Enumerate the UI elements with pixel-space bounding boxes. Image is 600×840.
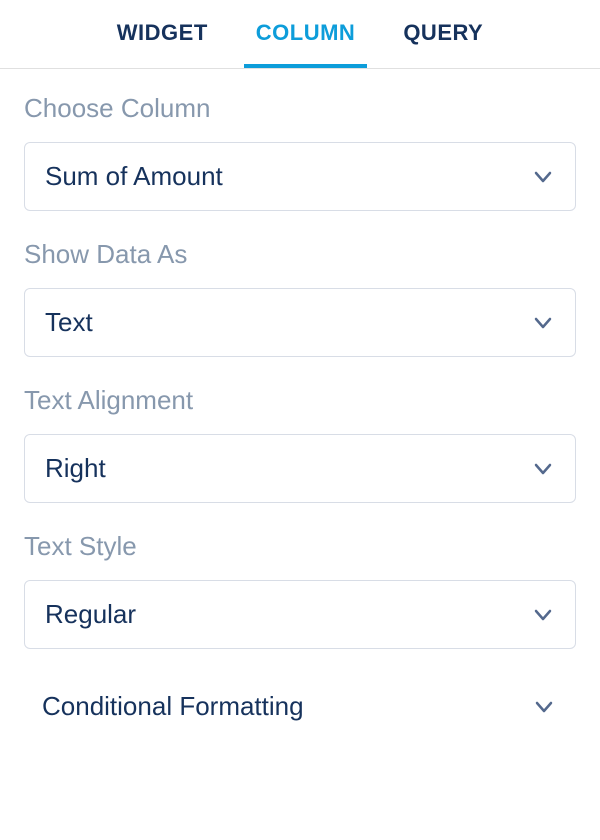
chevron-down-icon xyxy=(531,457,555,481)
field-text-style: Text Style Regular xyxy=(24,531,576,649)
chevron-down-icon xyxy=(531,603,555,627)
text-alignment-label: Text Alignment xyxy=(24,385,576,416)
field-choose-column: Choose Column Sum of Amount xyxy=(24,93,576,211)
tab-widget[interactable]: WIDGET xyxy=(117,20,208,68)
text-style-value: Regular xyxy=(45,599,136,630)
chevron-down-icon xyxy=(531,311,555,335)
choose-column-label: Choose Column xyxy=(24,93,576,124)
chevron-down-icon xyxy=(532,695,556,719)
conditional-formatting-row[interactable]: Conditional Formatting xyxy=(24,677,576,736)
show-data-as-value: Text xyxy=(45,307,93,338)
show-data-as-label: Show Data As xyxy=(24,239,576,270)
text-style-label: Text Style xyxy=(24,531,576,562)
content-panel: Choose Column Sum of Amount Show Data As… xyxy=(0,69,600,760)
text-style-dropdown[interactable]: Regular xyxy=(24,580,576,649)
tab-query[interactable]: QUERY xyxy=(403,20,483,68)
text-alignment-dropdown[interactable]: Right xyxy=(24,434,576,503)
field-show-data-as: Show Data As Text xyxy=(24,239,576,357)
tabs-bar: WIDGET COLUMN QUERY xyxy=(0,0,600,69)
chevron-down-icon xyxy=(531,165,555,189)
field-text-alignment: Text Alignment Right xyxy=(24,385,576,503)
show-data-as-dropdown[interactable]: Text xyxy=(24,288,576,357)
tab-column[interactable]: COLUMN xyxy=(256,20,356,68)
text-alignment-value: Right xyxy=(45,453,106,484)
choose-column-dropdown[interactable]: Sum of Amount xyxy=(24,142,576,211)
conditional-formatting-label: Conditional Formatting xyxy=(42,691,304,722)
choose-column-value: Sum of Amount xyxy=(45,161,223,192)
